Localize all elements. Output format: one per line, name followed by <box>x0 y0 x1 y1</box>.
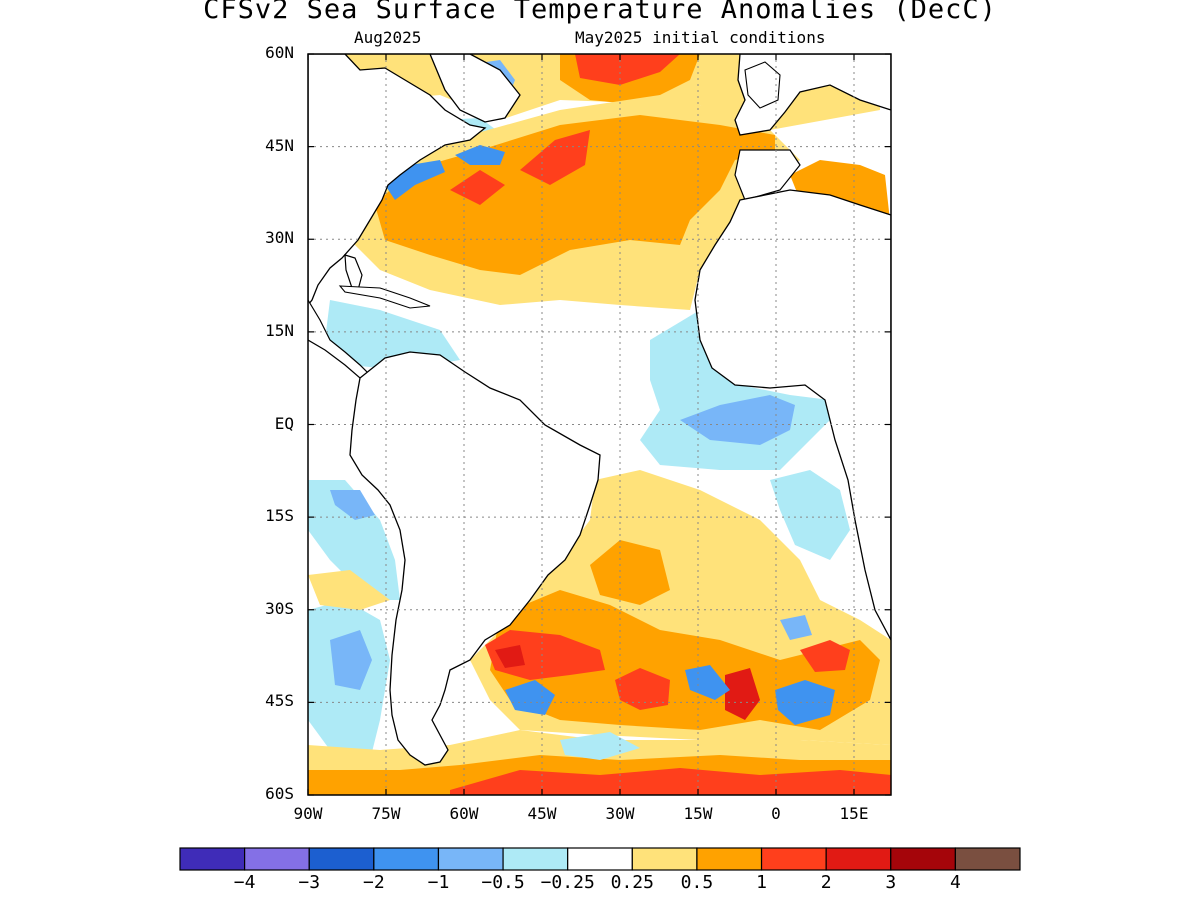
lon-label: 30W <box>605 804 635 823</box>
colorbar-swatch <box>373 847 440 871</box>
colorbar-tick-label: 4 <box>949 872 961 893</box>
grid-lines <box>308 54 891 795</box>
anomaly-region-south-red-a <box>615 668 670 710</box>
colorbar-swatch <box>502 847 569 871</box>
anomaly-region-newengland-blue <box>455 145 505 165</box>
initial-conditions: May2025 initial conditions <box>575 28 826 47</box>
cuba <box>338 285 431 309</box>
colorbar-tick-label: −3 <box>298 872 321 893</box>
colorbar-tick-label: −2 <box>363 872 385 893</box>
colorbar-swatch <box>631 847 698 871</box>
anomaly-region-caribbean-cyan <box>325 300 460 370</box>
anomaly-region-rio-red <box>485 630 605 680</box>
anomaly-field <box>308 54 891 795</box>
anomaly-region-south-blue-b <box>685 665 730 700</box>
lat-label: 15N <box>265 320 294 340</box>
anomaly-region-south-orange <box>590 540 670 605</box>
north-america <box>308 54 487 307</box>
colorbar-swatch <box>179 847 246 871</box>
iberia <box>734 149 801 201</box>
colorbar-tick-label: −4 <box>233 872 256 893</box>
lat-label: 30S <box>265 598 294 618</box>
colorbar-tick-label: 0.25 <box>610 872 654 893</box>
lat-label: 30N <box>265 228 294 248</box>
colorbar-tick-label: 2 <box>820 872 832 893</box>
anomaly-region-pacific-cyan <box>308 480 400 600</box>
anomaly-region-tropical-blue <box>680 395 795 445</box>
colorbar-tick-label: −0.5 <box>481 872 525 893</box>
colorbar-tick-label: 3 <box>885 872 897 893</box>
anomaly-region-pacific-yellow <box>308 570 390 610</box>
colorbar-swatch <box>890 847 956 871</box>
colorbar-swatch <box>760 847 827 871</box>
lon-label: 75W <box>371 804 401 823</box>
anomaly-region-midlat-red-2 <box>450 170 505 205</box>
colorbar-swatch <box>244 847 310 871</box>
anomaly-region-rio-dark-red <box>495 645 525 668</box>
uk <box>744 61 781 109</box>
colorbar <box>179 847 1021 871</box>
anomaly-region-south-red-b <box>725 668 760 720</box>
lat-label: 60N <box>265 43 294 62</box>
lon-label: 0 <box>771 804 781 823</box>
axis-ticks <box>307 53 891 796</box>
colorbar-swatch <box>696 847 763 871</box>
lat-label: 15S <box>265 506 294 526</box>
lat-label: 45S <box>265 691 294 711</box>
anomaly-region-pacific-blue <box>330 490 375 520</box>
colorbar-tick-label: −0.25 <box>540 872 595 893</box>
florida <box>344 254 363 291</box>
colorbar-tick-label: 0.5 <box>680 872 714 893</box>
lat-label: EQ <box>274 413 294 433</box>
lat-label: 45N <box>265 135 294 155</box>
anomaly-region-south-blue-d <box>780 615 812 640</box>
anomaly-region-pacific-south-blue <box>330 630 372 690</box>
lon-label: 90W <box>293 804 323 823</box>
forecast-month: Aug2025 <box>354 28 422 47</box>
colorbar-swatch <box>567 847 633 871</box>
colorbar-swatch <box>437 847 504 871</box>
lon-label: 15E <box>839 804 869 823</box>
africa <box>694 189 891 641</box>
anomaly-region-gulfstream-blue <box>385 160 445 200</box>
anomaly-region-south-blue-c <box>775 680 835 725</box>
lon-label: 15W <box>683 804 713 823</box>
map-title: CFSv2 Sea Surface Temperature Anomalies … <box>203 0 997 25</box>
colorbar-swatch <box>825 847 892 871</box>
colorbar-swatch <box>308 847 375 871</box>
colorbar-tick-label: 1 <box>756 872 767 893</box>
lon-label: 45W <box>527 804 557 823</box>
lon-label: 60W <box>449 804 479 823</box>
anomaly-region-north-red <box>575 54 680 85</box>
land-masses <box>308 54 891 766</box>
anomaly-region-south-red-c <box>800 640 850 672</box>
colorbar-swatch <box>954 847 1021 871</box>
anomaly-region-south-blue-a <box>505 680 555 715</box>
south-america <box>349 351 601 766</box>
colorbar-tick-label: −1 <box>427 872 450 893</box>
lat-label: 60S <box>265 784 294 803</box>
anomaly-region-southern-red <box>450 768 891 795</box>
labrador <box>429 54 521 123</box>
anomaly-region-midlat-red <box>520 130 590 185</box>
anomaly-region-benguela-cyan <box>770 470 850 560</box>
